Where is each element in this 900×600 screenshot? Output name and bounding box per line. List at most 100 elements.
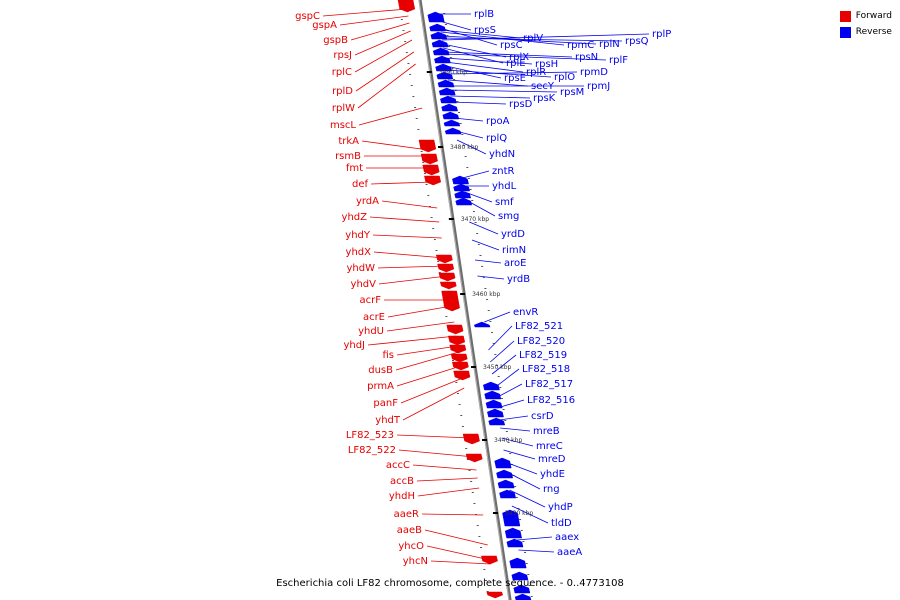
forward-gene-label: def bbox=[352, 179, 369, 190]
leader-line-forward bbox=[386, 321, 455, 332]
scale-label: 3460 kbp bbox=[472, 291, 500, 298]
forward-gene-label: gspC bbox=[295, 11, 320, 22]
reverse-gene-label: LF82_518 bbox=[522, 364, 570, 375]
gene-features-layer bbox=[397, 0, 532, 600]
tick-mark bbox=[527, 574, 530, 575]
leader-line-forward bbox=[369, 216, 440, 223]
forward-gene-label: rpsJ bbox=[333, 50, 352, 61]
tick-mark bbox=[474, 222, 477, 223]
tick-mark bbox=[471, 492, 474, 493]
reverse-gene-label: aaex bbox=[555, 532, 579, 543]
legend: Forward Reverse bbox=[839, 8, 892, 40]
tick-mark bbox=[461, 426, 464, 427]
leader-line-reverse bbox=[498, 415, 529, 421]
legend-item-reverse: Reverse bbox=[839, 24, 892, 40]
forward-gene-block bbox=[465, 453, 483, 463]
reverse-gene-block bbox=[499, 489, 517, 499]
tick-mark bbox=[414, 107, 417, 108]
leader-line-forward bbox=[426, 545, 491, 561]
leader-lines-layer bbox=[322, 8, 650, 565]
reverse-gene-label: rplN bbox=[599, 39, 620, 50]
reverse-gene-block bbox=[435, 63, 452, 72]
reverse-gene-label: rplO bbox=[554, 72, 575, 83]
forward-gene-label: yhdH bbox=[389, 491, 415, 502]
tick-mark bbox=[480, 547, 483, 548]
tick-mark bbox=[461, 134, 464, 135]
tick-mark bbox=[409, 74, 412, 75]
tick-mark bbox=[499, 387, 502, 388]
leader-line-forward bbox=[358, 107, 423, 126]
reverse-gene-block bbox=[441, 103, 458, 112]
leader-line-reverse bbox=[451, 101, 507, 105]
tick-mark bbox=[478, 536, 481, 537]
leader-line-forward bbox=[424, 529, 488, 546]
backbone-highlight bbox=[418, 0, 510, 600]
tick-mark bbox=[456, 393, 459, 394]
scale-label: 3470 kbp bbox=[461, 216, 489, 223]
tick-mark bbox=[484, 288, 487, 289]
tick-mark bbox=[402, 30, 405, 31]
forward-gene-label: yrdA bbox=[356, 196, 379, 207]
forward-gene-block bbox=[418, 139, 437, 153]
tick-mark bbox=[417, 129, 420, 130]
reverse-gene-block bbox=[454, 190, 472, 199]
forward-gene-block bbox=[448, 335, 466, 346]
leader-line-forward bbox=[396, 434, 472, 439]
leader-line-forward bbox=[421, 513, 484, 516]
forward-gene-label: acrF bbox=[360, 295, 382, 306]
forward-gene-label: accC bbox=[386, 460, 410, 471]
tick-mark bbox=[470, 481, 473, 482]
reverse-gene-label: yrdD bbox=[501, 229, 525, 240]
map-caption: Escherichia coli LF82 chromosome, comple… bbox=[276, 578, 624, 589]
scale-dash bbox=[471, 366, 477, 368]
tick-mark bbox=[476, 525, 479, 526]
tick-mark bbox=[444, 24, 447, 25]
tick-mark bbox=[458, 112, 461, 113]
leader-line-forward bbox=[361, 140, 429, 151]
tick-mark bbox=[514, 486, 517, 487]
leader-line-forward bbox=[339, 15, 409, 26]
leader-line-reverse bbox=[440, 29, 521, 39]
leader-line-reverse bbox=[503, 449, 536, 460]
reverse-gene-block bbox=[502, 509, 521, 527]
tick-mark bbox=[483, 569, 486, 570]
reverse-gene-label: rplX bbox=[509, 52, 529, 63]
tick-mark bbox=[423, 173, 426, 174]
scale-dash bbox=[426, 71, 432, 73]
tick-mark bbox=[449, 57, 452, 58]
reverse-gene-block bbox=[442, 111, 460, 120]
leader-line-reverse bbox=[506, 471, 541, 490]
reverse-gene-block bbox=[444, 127, 462, 135]
leader-line-reverse bbox=[474, 259, 502, 264]
tick-mark bbox=[524, 552, 527, 553]
backbone-line bbox=[418, 0, 512, 600]
leader-line-reverse bbox=[501, 437, 534, 447]
reverse-gene-label: mreD bbox=[538, 454, 566, 465]
legend-label-reverse: Reverse bbox=[855, 27, 892, 37]
reverse-gene-label: rplF bbox=[609, 55, 628, 66]
leader-line-forward bbox=[350, 22, 410, 41]
tick-mark bbox=[485, 580, 487, 581]
leader-line-reverse bbox=[447, 71, 578, 75]
scale-dash bbox=[492, 512, 498, 514]
reverse-gene-label: rpoA bbox=[486, 116, 510, 127]
leader-line-reverse bbox=[441, 33, 650, 41]
leader-line-reverse bbox=[439, 20, 472, 31]
reverse-gene-block bbox=[473, 321, 491, 328]
tick-mark bbox=[481, 266, 484, 267]
tick-mark bbox=[529, 585, 531, 586]
tick-mark bbox=[433, 239, 436, 240]
reverse-gene-label: LF82_521 bbox=[515, 321, 563, 332]
reverse-gene-label: smf bbox=[495, 197, 514, 208]
tick-mark bbox=[463, 145, 465, 146]
scale-dash bbox=[448, 218, 454, 220]
reverse-gene-block bbox=[427, 11, 445, 23]
reverse-gene-label: rimN bbox=[502, 245, 526, 256]
reverse-gene-label: zntR bbox=[492, 166, 515, 177]
reverse-gene-label: rplV bbox=[523, 33, 543, 44]
forward-gene-block bbox=[450, 353, 468, 363]
leader-line-forward bbox=[367, 335, 457, 346]
tick-mark bbox=[451, 68, 454, 69]
